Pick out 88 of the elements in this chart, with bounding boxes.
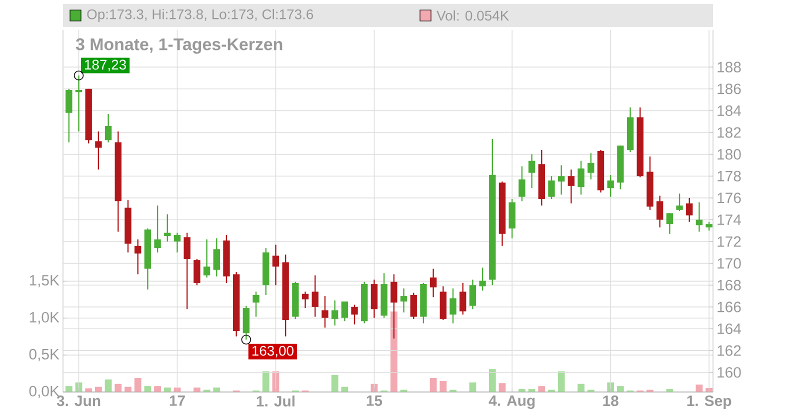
candlestick (194, 258, 200, 286)
candlestick (331, 300, 338, 326)
candlestick (184, 232, 190, 310)
bar (193, 388, 200, 392)
candlestick (588, 152, 594, 180)
y-tick-label: 174 (718, 214, 742, 225)
candlestick (528, 154, 536, 189)
legend-label: Op:173.3, Hi:173.8, Lo:173, Cl:173.6 (87, 8, 314, 22)
bar (440, 380, 447, 392)
candlestick (213, 238, 220, 278)
candlestick (686, 197, 693, 222)
candlestick (351, 304, 358, 325)
y-tick-label: 188 (718, 62, 741, 72)
candlestick (430, 268, 437, 298)
y-tick-label: 186 (718, 84, 741, 94)
y-tick-label: 170 (718, 258, 741, 269)
candlestick (696, 202, 703, 232)
y-tick-label: 176 (718, 192, 741, 204)
bar (134, 378, 142, 392)
candlestick (676, 192, 683, 212)
candlestick (203, 238, 210, 278)
candlestick (66, 88, 72, 143)
candlestick (341, 300, 348, 322)
y-tick-label: 160 (718, 367, 741, 378)
bar (390, 311, 398, 392)
x-tick-label: 17 (170, 396, 185, 406)
candlestick (460, 282, 466, 316)
bar (430, 378, 437, 392)
y-tick-label: 168 (718, 280, 741, 290)
candlestick (312, 274, 318, 318)
x-tick-label: 3. Jun (56, 396, 100, 406)
candlestick (410, 292, 417, 320)
candlestick (174, 232, 181, 254)
chart-title: 3 Monate, 1-Tages-Kerzen (76, 38, 282, 54)
candlestick (272, 244, 280, 286)
y-tick-label: 180 (718, 149, 741, 160)
candlestick (252, 291, 260, 318)
y2-tick-label: 1,0K (30, 312, 60, 324)
x-tick-label: 1. Sep (687, 396, 732, 410)
candlestick (607, 174, 614, 198)
bar (213, 388, 220, 392)
bar (498, 383, 506, 392)
candlestick (302, 291, 309, 309)
candlestick (479, 267, 486, 292)
bar (558, 371, 565, 392)
candlestick (104, 113, 112, 143)
legend-label: Vol: 0.054K (436, 10, 510, 21)
x-tick-label: 15 (366, 396, 382, 406)
bar (578, 384, 584, 392)
candlestick (548, 176, 555, 200)
y2-tick-label: 0,0K (29, 386, 60, 398)
bar (114, 384, 122, 392)
candlestick (134, 238, 142, 275)
candlestick (400, 288, 408, 313)
bar (616, 386, 624, 392)
candlestick (666, 212, 674, 234)
candlestick (322, 295, 328, 328)
y-tick-label: 162 (718, 345, 741, 356)
candlestick (469, 279, 476, 310)
y2-tick-label: 0,5K (29, 348, 60, 362)
bar (164, 388, 171, 392)
bar (65, 386, 72, 392)
candlestick (558, 164, 565, 196)
bar (104, 379, 112, 392)
annotation: 187,23 (85, 60, 126, 72)
y-tick-label: 178 (718, 170, 741, 182)
bar (538, 386, 546, 392)
bar (331, 375, 338, 392)
candlestick (656, 195, 664, 228)
y-tick-label: 182 (718, 127, 741, 138)
y-tick-label: 166 (718, 302, 741, 312)
candlestick (578, 160, 584, 196)
candlestick (450, 288, 456, 324)
candlestick (154, 204, 161, 254)
x-tick-label: 4. Aug (488, 396, 535, 409)
candlestick (518, 166, 526, 202)
y-tick-label: 172 (718, 236, 741, 247)
candlestick (568, 168, 575, 204)
annotation: 163,00 (252, 346, 294, 358)
y2-tick-label: 1,5K (30, 275, 60, 288)
x-tick-label: 1. Jul (256, 396, 294, 406)
y-tick-label: 184 (718, 105, 742, 116)
bar (262, 371, 270, 392)
candlestick (95, 130, 102, 170)
x-tick-label: 18 (603, 396, 618, 406)
y-tick-label: 164 (718, 323, 742, 334)
bar (154, 386, 161, 392)
bar (488, 369, 496, 392)
